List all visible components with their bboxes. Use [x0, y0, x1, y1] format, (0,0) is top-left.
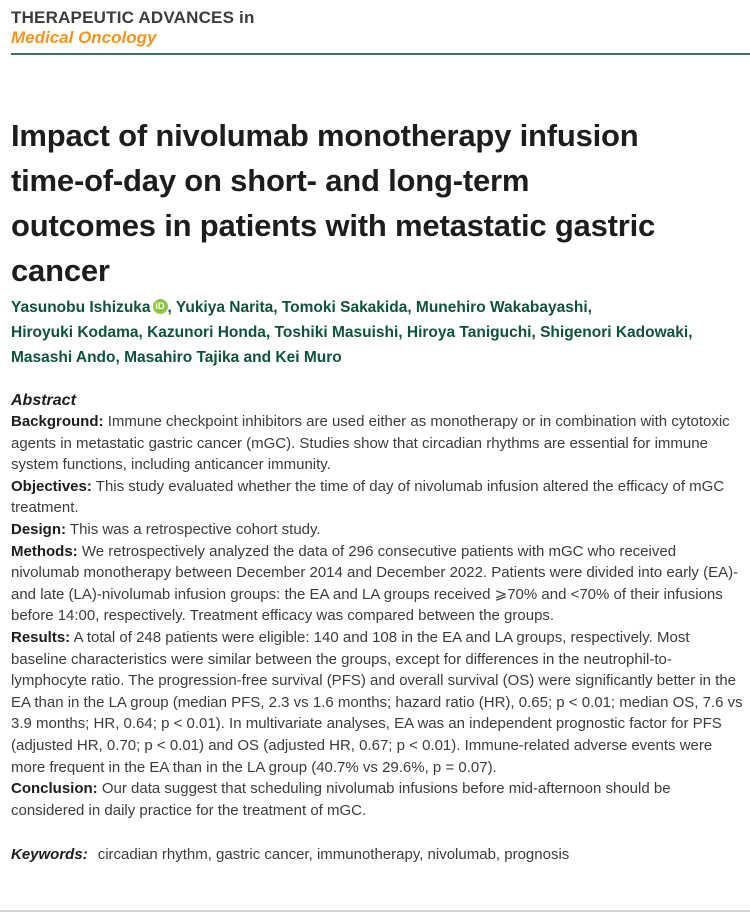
- abstract-section-objectives: Objectives: This study evaluated whether…: [11, 476, 745, 519]
- abstract-text-objectives: This study evaluated whether the time of…: [11, 477, 725, 517]
- abstract-label-objectives: Objectives:: [11, 477, 92, 495]
- article-title-line-3: outcomes in patients with metastatic gas…: [11, 208, 656, 243]
- abstract-label-methods: Methods:: [11, 542, 78, 560]
- abstract-text-methods: We retrospectively analyzed the data of …: [11, 542, 739, 625]
- abstract-text-results: A total of 248 patients were eligible: 1…: [11, 628, 743, 776]
- abstract-text-background: Immune checkpoint inhibitors are used ei…: [11, 413, 730, 474]
- journal-series-title: THERAPEUTIC ADVANCES in: [11, 8, 255, 27]
- abstract-text-conclusion: Our data suggest that scheduling nivolum…: [11, 780, 671, 819]
- abstract-section-background: Background: Immune checkpoint inhibitors…: [11, 411, 745, 476]
- orcid-icon[interactable]: iD: [152, 299, 168, 314]
- author-line-3: Masashi Ando, Masahiro Tajika and Kei Mu…: [11, 349, 342, 366]
- journal-subject-title: Medical Oncology: [11, 28, 157, 47]
- author-line-1-rest: , Yukiya Narita, Tomoki Sakakida, Munehi…: [167, 299, 592, 316]
- abstract-heading: Abstract: [11, 392, 76, 409]
- article-title-line-1: Impact of nivolumab monotherapy infusion: [11, 118, 639, 153]
- abstract-text-design: This was a retrospective cohort study.: [69, 520, 321, 538]
- abstract-label-design: Design:: [11, 520, 67, 538]
- abstract-label-results: Results:: [11, 628, 71, 646]
- article-title: Impact of nivolumab monotherapy infusion…: [11, 113, 739, 293]
- abstract-section-results: Results: A total of 248 patients were el…: [11, 627, 745, 778]
- keywords-label: Keywords:: [11, 846, 88, 864]
- journal-masthead: THERAPEUTIC ADVANCES in Medical Oncology: [0, 0, 750, 47]
- abstract-section-design: Design: This was a retrospective cohort …: [11, 519, 745, 541]
- abstract-section-conclusion: Conclusion: Our data suggest that schedu…: [11, 778, 745, 821]
- keywords-text: circadian rhythm, gastric cancer, immuno…: [97, 846, 570, 864]
- article-title-line-4: cancer: [11, 253, 110, 288]
- abstract-section-methods: Methods: We retrospectively analyzed the…: [11, 541, 745, 627]
- abstract-label-background: Background:: [11, 413, 104, 430]
- author-line-1: Yasunobu Ishizuka iD, Yukiya Narita, Tomo…: [11, 295, 739, 320]
- abstract-body: Background: Immune checkpoint inhibitors…: [11, 411, 745, 821]
- author-list: Yasunobu Ishizuka iD, Yukiya Narita, Tomo…: [11, 295, 739, 370]
- page-bottom-divider: [0, 910, 750, 912]
- masthead-divider: [11, 53, 750, 55]
- keywords-row: Keywords: circadian rhythm, gastric cance…: [11, 845, 745, 865]
- author-name-first: Yasunobu Ishizuka: [11, 299, 151, 316]
- abstract-label-conclusion: Conclusion:: [11, 780, 98, 798]
- article-title-line-2: time-of-day on short- and long-term: [11, 163, 530, 198]
- author-line-2: Hiroyuki Kodama, Kazunori Honda, Toshiki…: [11, 324, 693, 341]
